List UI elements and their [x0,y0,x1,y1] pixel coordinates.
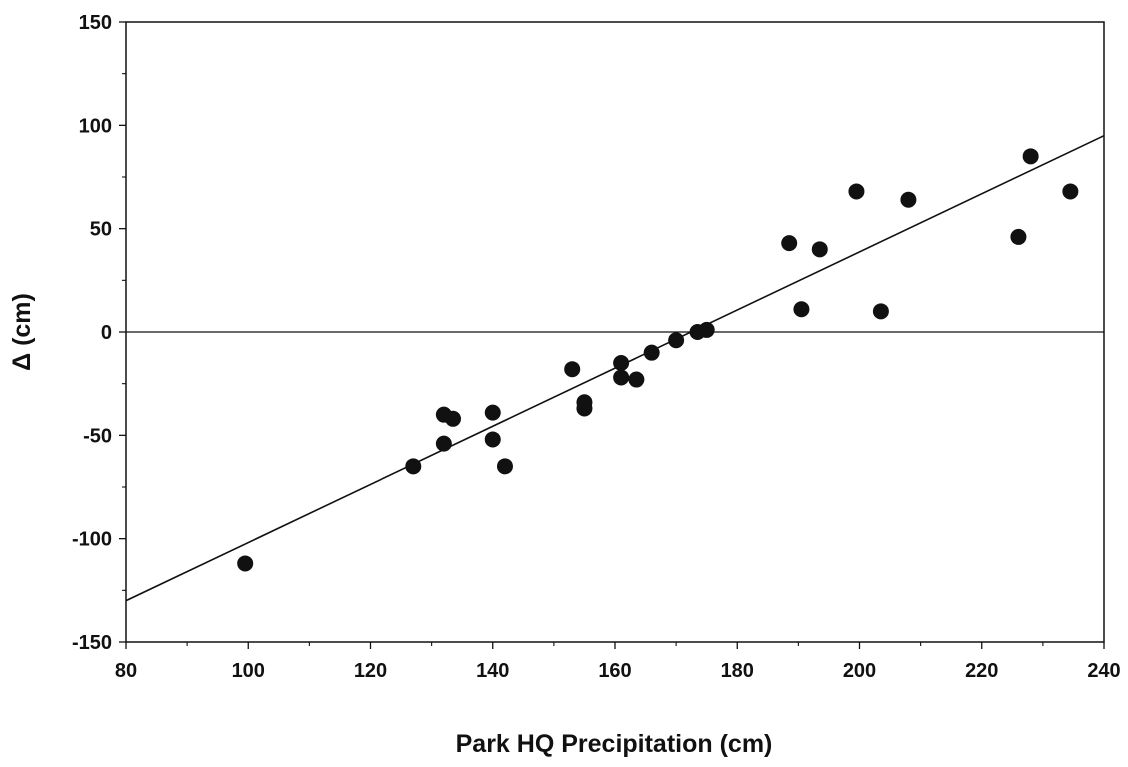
y-tick-label: 50 [90,219,112,241]
data-point [781,235,798,252]
regression-line [125,134,1105,602]
data-points [237,148,1079,572]
data-point [496,458,513,475]
data-point [445,410,462,427]
data-point [872,303,889,320]
trendline-group [125,134,1105,602]
x-axis-title: Park HQ Precipitation (cm) [456,730,773,758]
data-point [628,371,645,388]
data-point [698,321,715,338]
x-tick-label: 200 [843,660,876,682]
data-point [668,332,685,349]
data-point [613,369,630,386]
x-tick-label: 220 [965,660,998,682]
data-point [848,183,865,200]
x-tick-label: 160 [598,660,631,682]
data-point [900,191,917,208]
x-tick-label: 180 [721,660,754,682]
data-point [484,404,501,421]
x-tick-label: 100 [232,660,265,682]
x-tick-label: 240 [1087,660,1120,682]
data-point [1062,183,1079,200]
y-tick-label: -100 [72,529,112,551]
data-point [405,458,422,475]
y-axis-title: Δ (cm) [8,293,36,371]
plot-frame [125,21,1105,643]
y-tick-label: 150 [79,12,112,34]
y-tick-label: 100 [79,115,112,137]
x-tick-label: 120 [354,660,387,682]
data-point [793,301,810,318]
data-point [564,361,581,378]
data-point [1022,148,1039,165]
y-tick-label: 0 [101,322,112,344]
data-point [1010,228,1027,245]
data-point [643,344,660,361]
data-point [613,355,630,371]
x-axis-ticks: 80 100 120 140 160 180 200 220 240 [115,642,1121,682]
x-tick-label: 140 [476,660,509,682]
y-axis-ticks: -150 -100 -50 0 50 100 150 [72,12,126,654]
x-tick-label: 80 [115,660,137,682]
y-tick-label: -50 [83,425,112,447]
data-point [484,431,501,448]
data-point [811,241,828,258]
data-point [237,555,254,572]
data-point [435,435,452,452]
y-tick-label: -150 [72,632,112,654]
data-point [576,400,593,417]
